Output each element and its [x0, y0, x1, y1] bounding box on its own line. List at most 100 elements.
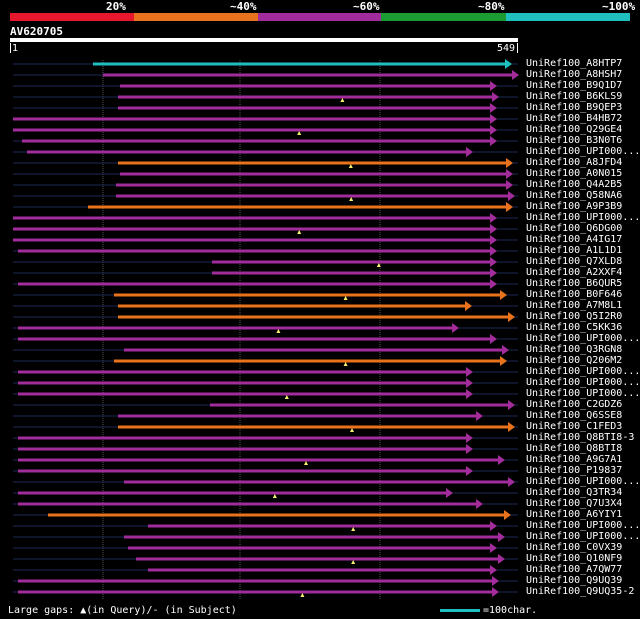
- hit-label[interactable]: UniRef100_Q29GE4: [526, 124, 623, 135]
- hit-bar[interactable]: [18, 579, 492, 583]
- hit-bar[interactable]: [13, 216, 490, 220]
- hit-row[interactable]: [27, 147, 473, 157]
- hit-bar[interactable]: [128, 546, 490, 550]
- hit-label[interactable]: UniRef100_Q3TR34: [526, 487, 623, 498]
- hit-label[interactable]: UniRef100_P19837: [526, 465, 623, 476]
- hit-bar[interactable]: [148, 568, 490, 572]
- hit-label[interactable]: UniRef100_Q4A2B5: [526, 179, 623, 190]
- hit-row[interactable]: [148, 565, 497, 575]
- hit-label[interactable]: UniRef100_A7QW77: [526, 564, 623, 575]
- hit-label[interactable]: UniRef100_B6KLS9: [526, 91, 623, 102]
- hit-row[interactable]: [13, 224, 497, 234]
- hit-bar[interactable]: [118, 315, 508, 319]
- hit-bar[interactable]: [88, 205, 506, 209]
- hit-bar[interactable]: [212, 260, 490, 264]
- hit-row[interactable]: [118, 103, 497, 113]
- hit-bar[interactable]: [18, 436, 466, 440]
- hit-row[interactable]: [120, 169, 513, 179]
- hit-label[interactable]: UniRef100_B9Q1D7: [526, 80, 623, 91]
- hit-row[interactable]: [13, 125, 497, 135]
- hit-label[interactable]: UniRef100_Q10NF9: [526, 553, 623, 564]
- hit-row[interactable]: [118, 422, 515, 432]
- hit-label[interactable]: UniRef100_B0F646: [526, 289, 623, 300]
- hit-bar[interactable]: [116, 194, 508, 198]
- hit-row[interactable]: [13, 235, 497, 245]
- hit-row[interactable]: [18, 455, 505, 465]
- hit-label[interactable]: UniRef100_Q7XLD8: [526, 256, 623, 267]
- hit-label[interactable]: UniRef100_B3N0T6: [526, 135, 623, 146]
- hit-bar[interactable]: [114, 293, 500, 297]
- hit-row[interactable]: [18, 587, 499, 597]
- hit-label[interactable]: UniRef100_UPI000...: [526, 333, 640, 344]
- hit-row[interactable]: [212, 268, 497, 278]
- hit-row[interactable]: [18, 444, 473, 454]
- hit-bar[interactable]: [13, 117, 490, 121]
- hit-label[interactable]: UniRef100_A0N015: [526, 168, 623, 179]
- hit-label[interactable]: UniRef100_UPI000...: [526, 366, 640, 377]
- hit-label[interactable]: UniRef100_UPI000...: [526, 388, 640, 399]
- hit-bar[interactable]: [18, 370, 466, 374]
- hit-row[interactable]: [103, 70, 519, 80]
- hit-bar[interactable]: [18, 337, 490, 341]
- hit-row[interactable]: [118, 92, 499, 102]
- hit-bar[interactable]: [118, 414, 476, 418]
- hit-bar[interactable]: [116, 183, 506, 187]
- hit-label[interactable]: UniRef100_UPI000...: [526, 146, 640, 157]
- hit-row[interactable]: [13, 213, 497, 223]
- hit-label[interactable]: UniRef100_Q58NA6: [526, 190, 623, 201]
- hit-label[interactable]: UniRef100_C5KK36: [526, 322, 623, 333]
- hit-row[interactable]: [124, 345, 509, 355]
- hit-label[interactable]: UniRef100_A4IG17: [526, 234, 623, 245]
- hit-row[interactable]: [22, 136, 497, 146]
- hit-label[interactable]: UniRef100_C2GDZ6: [526, 399, 623, 410]
- hit-bar[interactable]: [124, 535, 498, 539]
- hit-row[interactable]: [18, 378, 473, 388]
- hit-bar[interactable]: [13, 238, 490, 242]
- hit-bar[interactable]: [13, 227, 490, 231]
- hit-row[interactable]: [114, 356, 507, 366]
- hit-bar[interactable]: [13, 128, 490, 132]
- hit-row[interactable]: [124, 532, 505, 542]
- hit-bar[interactable]: [114, 359, 500, 363]
- hit-label[interactable]: UniRef100_B4HB72: [526, 113, 623, 124]
- hit-bar[interactable]: [118, 106, 490, 110]
- hit-row[interactable]: [18, 466, 473, 476]
- hit-bar[interactable]: [118, 425, 508, 429]
- hit-bar[interactable]: [18, 282, 490, 286]
- hit-bar[interactable]: [18, 392, 466, 396]
- hit-label[interactable]: UniRef100_A1L1D1: [526, 245, 623, 256]
- hit-label[interactable]: UniRef100_Q6SSE8: [526, 410, 623, 421]
- hit-row[interactable]: [18, 488, 453, 498]
- hit-bar[interactable]: [118, 304, 465, 308]
- hit-row[interactable]: [118, 158, 513, 168]
- hit-bar[interactable]: [210, 403, 508, 407]
- hit-row[interactable]: [18, 323, 459, 333]
- hit-bar[interactable]: [22, 139, 490, 143]
- hit-bar[interactable]: [18, 326, 452, 330]
- hit-bar[interactable]: [120, 84, 490, 88]
- hit-row[interactable]: [116, 180, 513, 190]
- hit-label[interactable]: UniRef100_UPI000...: [526, 212, 640, 223]
- hit-row[interactable]: [88, 202, 513, 212]
- hit-label[interactable]: UniRef100_Q9UQ35-2: [526, 586, 635, 597]
- hit-row[interactable]: [18, 433, 473, 443]
- hit-label[interactable]: UniRef100_UPI000...: [526, 520, 640, 531]
- hit-label[interactable]: UniRef100_A2XXF4: [526, 267, 623, 278]
- hit-label[interactable]: UniRef100_Q206M2: [526, 355, 623, 366]
- hit-bar[interactable]: [118, 161, 506, 165]
- hit-bar[interactable]: [136, 557, 498, 561]
- hit-label[interactable]: UniRef100_C1FED3: [526, 421, 623, 432]
- hit-bar[interactable]: [93, 62, 505, 66]
- hit-label[interactable]: UniRef100_Q8BTI8-3: [526, 432, 635, 443]
- hit-row[interactable]: [116, 191, 515, 201]
- hit-label[interactable]: UniRef100_Q9UQ39: [526, 575, 623, 586]
- hit-label[interactable]: UniRef100_Q5I2R0: [526, 311, 623, 322]
- hit-label[interactable]: UniRef100_Q8BTI8: [526, 443, 623, 454]
- hit-row[interactable]: [136, 554, 505, 564]
- hit-bar[interactable]: [124, 348, 502, 352]
- hit-bar[interactable]: [18, 447, 466, 451]
- hit-bar[interactable]: [124, 480, 508, 484]
- hit-row[interactable]: [18, 389, 473, 399]
- hit-row[interactable]: [18, 499, 483, 509]
- hit-row[interactable]: [114, 290, 507, 300]
